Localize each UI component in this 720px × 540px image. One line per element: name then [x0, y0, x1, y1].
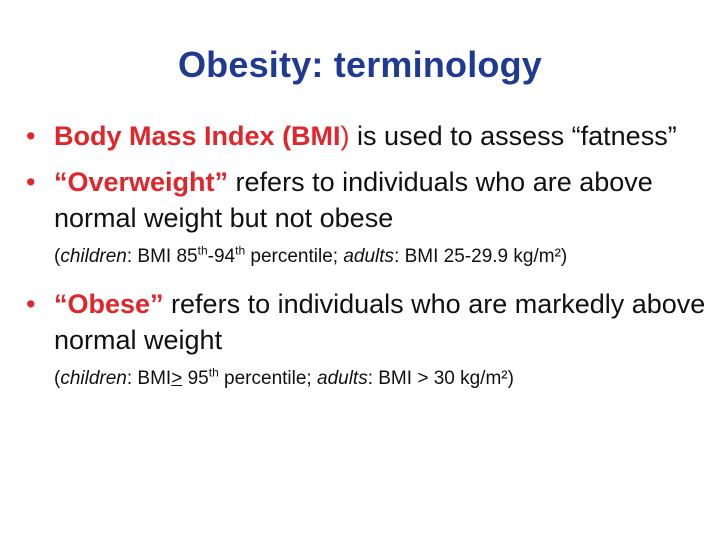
- bullet-marker: •: [26, 289, 36, 319]
- note-text: : BMI 85: [126, 246, 198, 267]
- note-text: -94: [207, 246, 236, 267]
- note-sup: th: [208, 365, 219, 380]
- overweight-term: “Overweight”: [54, 167, 229, 197]
- slide-title: Obesity: terminology: [177, 44, 543, 85]
- bullet-list: • Body Mass Index (BMI) is used to asses…: [26, 118, 706, 392]
- bmi-close-paren: ): [340, 121, 350, 151]
- overweight-text: refers to individuals who are above norm…: [54, 167, 653, 233]
- note-text: : BMI: [126, 368, 172, 389]
- obese-note: (children: BMI> 95th percentile; adults:…: [26, 366, 706, 392]
- bullet-marker: •: [26, 167, 36, 197]
- overweight-note: (children: BMI 85th-94th percentile; adu…: [26, 244, 706, 270]
- bmi-text: is used to assess “fatness”: [349, 121, 677, 151]
- note-children: children: [60, 368, 127, 389]
- note-text: : BMI > 30 kg/m²): [367, 368, 514, 389]
- note-sup: th: [235, 243, 246, 258]
- bullet-bmi: • Body Mass Index (BMI) is used to asses…: [26, 118, 706, 154]
- note-sup: th: [197, 243, 208, 258]
- note-adults: adults: [317, 368, 368, 389]
- bullet-overweight: • “Overweight” refers to individuals who…: [26, 164, 706, 236]
- note-open-paren: (: [54, 368, 61, 389]
- note-text: percentile;: [245, 246, 344, 267]
- bmi-term: Body Mass Index (BMI: [54, 121, 341, 151]
- obese-text: refers to individuals who are markedly a…: [54, 289, 706, 355]
- note-text: percentile;: [218, 368, 317, 389]
- note-text: : BMI 25-29.9 kg/m²): [394, 246, 568, 267]
- note-text: 95: [182, 368, 209, 389]
- note-adults: adults: [343, 246, 395, 267]
- obese-term: “Obese”: [54, 289, 164, 319]
- bullet-obese: • “Obese” refers to individuals who are …: [26, 286, 706, 358]
- note-children: children: [60, 246, 127, 267]
- bullet-marker: •: [26, 121, 36, 151]
- note-ge-symbol: >: [171, 368, 183, 389]
- note-open-paren: (: [54, 246, 61, 267]
